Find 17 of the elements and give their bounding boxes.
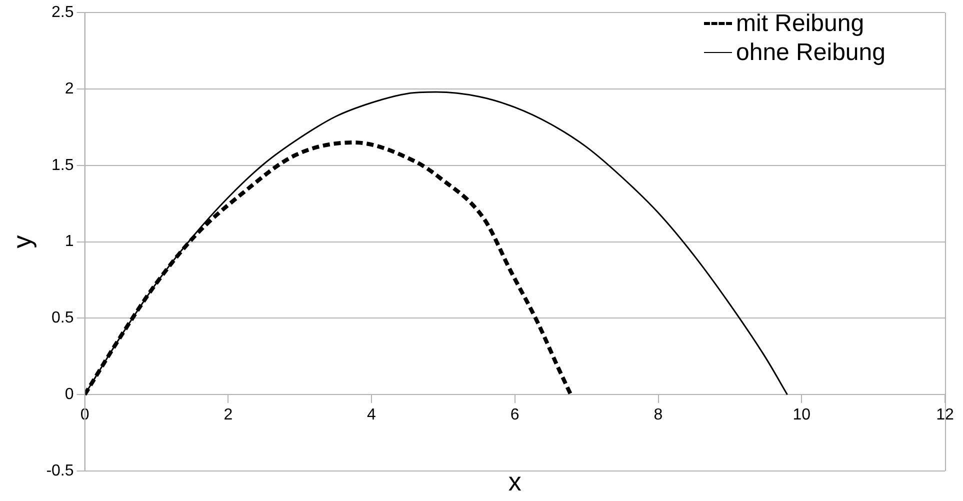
legend-label: ohne Reibung xyxy=(736,38,886,67)
x-tick-label: 10 xyxy=(792,406,811,424)
y-tick-label: 1 xyxy=(64,233,74,250)
y-axis-title: y xyxy=(6,235,37,248)
y-tick-label: 2 xyxy=(64,80,74,98)
x-tick-label: 4 xyxy=(367,406,376,424)
legend-label: mit Reibung xyxy=(736,8,864,38)
x-tick-label: 8 xyxy=(654,406,663,424)
y-tick-label: -0.5 xyxy=(46,462,74,480)
x-axis-title: x xyxy=(508,466,522,497)
x-tick-label: 2 xyxy=(224,406,233,424)
x-tick-label: 6 xyxy=(510,406,520,424)
y-tick-label: 1.5 xyxy=(52,156,74,174)
y-tick-label: 0.5 xyxy=(52,310,74,327)
x-tick-label: 12 xyxy=(936,406,954,424)
y-tick-label: 2.5 xyxy=(52,4,74,22)
y-tick-label: 0 xyxy=(64,386,74,404)
